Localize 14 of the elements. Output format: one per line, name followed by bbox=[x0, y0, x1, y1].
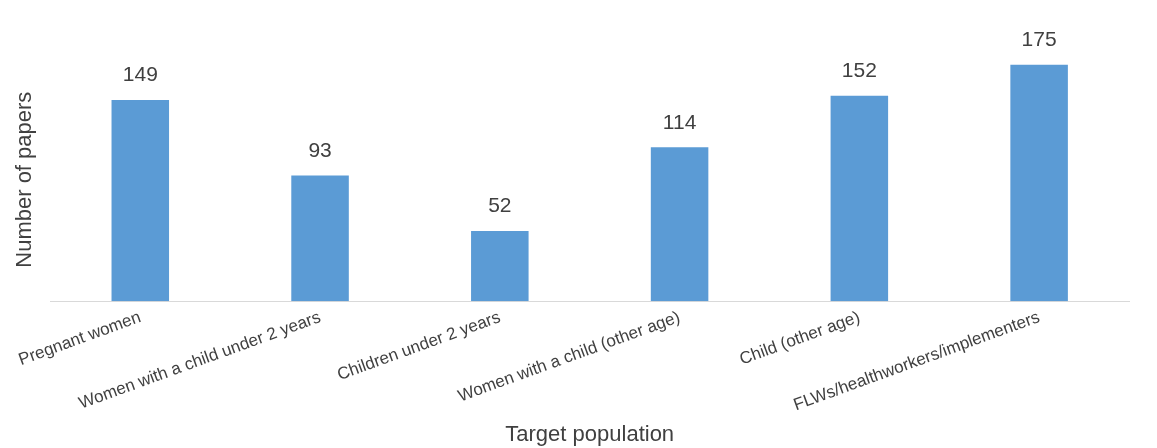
y-axis-title: Number of papers bbox=[11, 91, 37, 268]
data-label: 149 bbox=[122, 62, 158, 86]
bar bbox=[830, 95, 889, 302]
bar bbox=[650, 147, 709, 302]
data-label: 152 bbox=[841, 58, 877, 82]
bar bbox=[471, 231, 529, 302]
data-label: 175 bbox=[1021, 27, 1057, 51]
bar bbox=[1010, 64, 1068, 302]
bar bbox=[291, 175, 349, 302]
bar bbox=[111, 99, 170, 302]
data-label: 93 bbox=[308, 137, 332, 161]
x-axis-title: Target population bbox=[505, 420, 675, 446]
data-label: 52 bbox=[488, 193, 512, 217]
data-label: 114 bbox=[662, 109, 697, 133]
